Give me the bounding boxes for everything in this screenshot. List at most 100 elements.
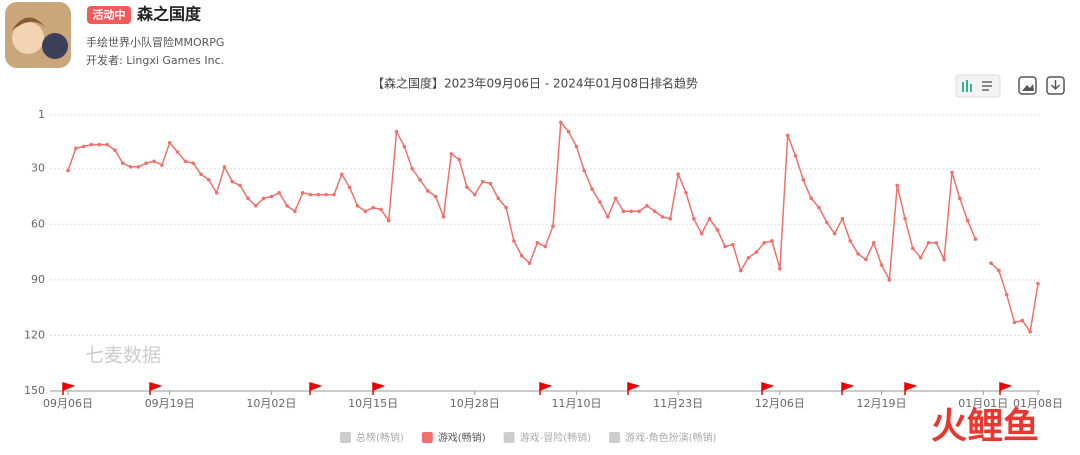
rank-point — [355, 203, 360, 208]
legend-swatch — [421, 432, 433, 443]
download-button[interactable] — [1046, 76, 1065, 95]
rank-point — [363, 209, 368, 214]
rank-point — [942, 257, 946, 262]
rank-point — [535, 241, 540, 245]
legend-label: 游戏-角色扮演(畅销) — [625, 431, 717, 444]
rank-point — [684, 190, 688, 195]
rank-point — [1012, 320, 1017, 325]
rank-point — [590, 187, 594, 191]
rank-point — [817, 205, 821, 210]
rank-point — [1036, 281, 1040, 286]
app-developer: 开发者: Lingxi Games Inc. — [86, 53, 224, 67]
legend-label: 总榜(畅销) — [356, 431, 404, 444]
rank-point — [316, 192, 321, 197]
rank-point — [903, 216, 907, 221]
rank-point — [559, 120, 563, 125]
rank-point — [856, 252, 860, 256]
rank-point — [911, 246, 915, 251]
rank-point — [418, 178, 422, 182]
rank-point — [1028, 329, 1032, 334]
app-subtitle: 手绘世界小队冒险MMORPG — [86, 35, 224, 49]
rank-point — [332, 192, 336, 197]
rank-point — [441, 215, 446, 219]
rank-point — [918, 255, 923, 260]
event-flag — [627, 381, 641, 395]
rank-point — [183, 159, 188, 164]
rank-point — [433, 194, 438, 199]
rank-point — [136, 165, 141, 169]
rank-point — [605, 215, 610, 219]
rank-point — [731, 242, 735, 247]
rank-point — [785, 133, 790, 138]
rank-point — [472, 192, 477, 197]
rank-point — [613, 196, 618, 201]
rank-point — [120, 161, 125, 165]
rank-point — [1004, 292, 1009, 297]
rank-point — [598, 200, 602, 204]
rank-point — [191, 161, 195, 165]
rank-point — [175, 150, 180, 154]
rank-point — [89, 142, 94, 147]
rank-point — [339, 172, 344, 177]
x-tick-label: 10月28日 — [450, 397, 500, 410]
rank-point — [402, 144, 407, 149]
icon-hair — [12, 17, 46, 30]
bar-icon — [966, 80, 968, 92]
x-tick-label: 12月06日 — [755, 397, 805, 410]
rank-point — [347, 185, 352, 190]
rank-point — [394, 129, 399, 134]
logo: 火鲤鱼 — [931, 406, 1039, 447]
event-flag — [999, 381, 1013, 395]
rank-point — [152, 159, 156, 164]
rank-point — [926, 241, 931, 245]
rank-point — [269, 194, 274, 199]
rank-point — [754, 250, 759, 254]
rank-point — [324, 192, 328, 197]
rank-point — [950, 170, 954, 175]
event-flag — [761, 381, 775, 395]
x-tick-label: 01月08日 — [1013, 397, 1063, 410]
rank-point — [707, 216, 712, 221]
rank-point — [574, 144, 579, 149]
rank-point — [488, 181, 493, 186]
y-tick-label: 60 — [31, 217, 45, 230]
rank-point — [715, 228, 720, 232]
rank-point — [285, 203, 289, 208]
list-icon — [982, 81, 992, 83]
rank-point — [723, 244, 727, 249]
rank-point — [386, 218, 391, 223]
rank-point — [519, 253, 524, 258]
rank-point — [128, 165, 133, 169]
legend-label: 游戏-冒险(畅销) — [520, 431, 592, 444]
rank-point — [637, 209, 641, 214]
event-flag — [539, 381, 553, 395]
rank-point — [66, 168, 70, 173]
rank-point — [566, 129, 571, 134]
rank-point — [809, 196, 813, 201]
rank-point — [629, 209, 634, 214]
list-icon — [982, 85, 992, 87]
rank-point — [199, 172, 203, 177]
rank-point — [97, 142, 102, 147]
rank-point — [762, 241, 767, 245]
download-arrow — [1050, 80, 1061, 91]
rank-point — [746, 255, 751, 260]
event-flag — [841, 381, 855, 395]
rank-point — [426, 189, 430, 193]
image-button[interactable] — [1018, 76, 1037, 95]
rank-point — [214, 190, 219, 195]
rank-point — [1020, 318, 1025, 323]
y-tick-label: 120 — [24, 328, 45, 341]
rank-point — [668, 216, 673, 221]
rank-point — [871, 241, 876, 245]
rank-point — [230, 179, 235, 184]
legend-swatch — [503, 432, 515, 443]
rank-point — [261, 196, 266, 201]
rank-point — [801, 178, 806, 182]
y-tick-label: 90 — [31, 273, 45, 286]
rank-point — [246, 196, 250, 201]
rank-point — [621, 209, 626, 214]
event-flag — [149, 381, 163, 395]
